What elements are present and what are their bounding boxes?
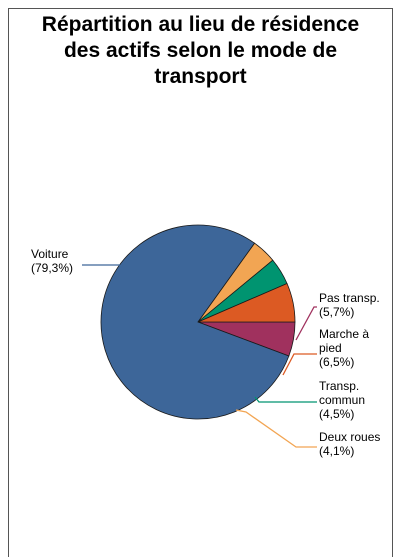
leader-line [295, 306, 317, 341]
pie-slice-voiture [100, 224, 290, 420]
pie-slices [100, 224, 296, 420]
leader-line [235, 409, 317, 448]
slice-label-line: commun [319, 393, 365, 407]
slice-label-line: (4,5%) [319, 407, 354, 421]
slice-label-line: Pas transp. [319, 291, 380, 305]
slice-label-line: Voiture [31, 247, 69, 261]
slice-label: Deux roues (4,1%) [319, 430, 380, 458]
pie-slice-marche-pied [197, 282, 296, 323]
chart-title-line-1: Répartition au lieu de résidence [41, 13, 360, 36]
slice-label-line: (6,5%) [319, 355, 354, 369]
leader-line [254, 396, 317, 403]
chart-title-line-3: transport [154, 65, 247, 88]
slice-label: Pas transp. (5,7%) [319, 291, 380, 319]
slice-label: Marche à pied (6,5%) [319, 327, 369, 369]
slice-label-line: (4,1%) [319, 444, 354, 458]
slice-label: Transp. commun (4,5%) [319, 379, 365, 421]
slice-label-line: Marche à [319, 327, 369, 341]
slice-label-line: Deux roues [319, 430, 380, 444]
chart-title-line-2: des actifs selon le mode de [63, 39, 338, 62]
leader-line [282, 353, 317, 376]
chart-title: Répartition au lieu de résidence des act… [8, 12, 393, 90]
slice-label-line: Transp. [319, 379, 359, 393]
leader-lines [82, 264, 317, 448]
slice-label-line: (79,3%) [31, 261, 73, 275]
slice-label-line: (5,7%) [319, 305, 354, 319]
slice-label-line: pied [319, 341, 342, 355]
slice-label: Voiture (79,3%) [31, 247, 73, 275]
